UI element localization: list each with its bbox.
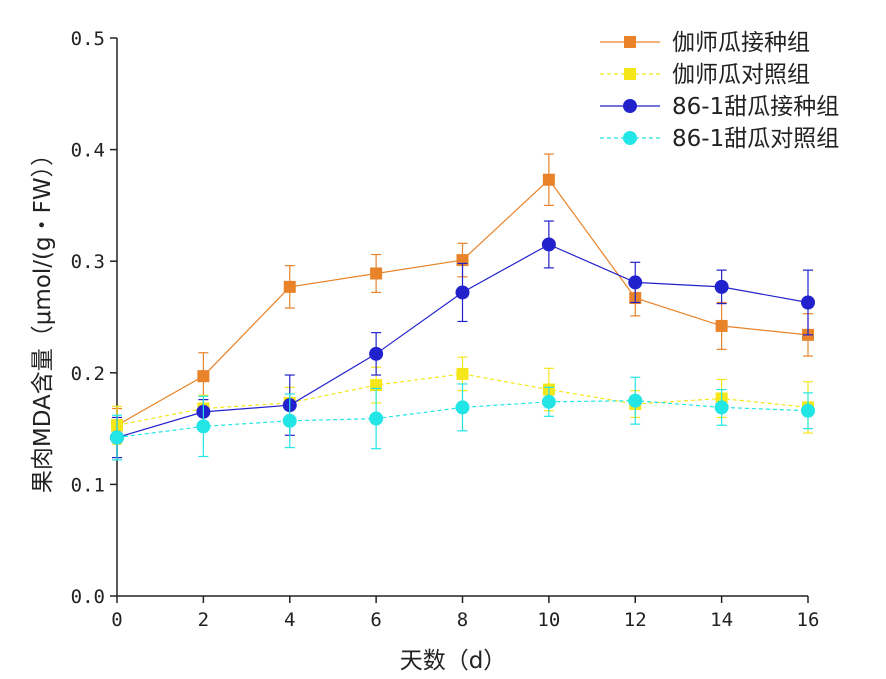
data-point [801, 295, 815, 310]
data-point [456, 367, 469, 380]
legend-marker [624, 36, 636, 48]
axes: 0 2 4 6 8 10 12 14 16 0.0 0.1 0.2 0.3 0.4 0.5 [71, 28, 820, 631]
data-point [283, 280, 296, 293]
legend-marker [624, 68, 636, 80]
data-point [455, 285, 470, 300]
data-point [455, 400, 470, 415]
y-tick-label: 0.3 [71, 251, 105, 273]
x-tick-label: 6 [370, 609, 381, 631]
data-point [542, 173, 555, 186]
legend-label: 伽师瓜对照组 [672, 62, 810, 88]
x-tick-label: 4 [284, 609, 295, 631]
data-point [110, 430, 124, 445]
x-tick-label: 14 [710, 609, 733, 631]
legend-label: 伽师瓜接种组 [672, 30, 810, 56]
y-tick-label: 0.0 [71, 586, 105, 608]
data-point [369, 346, 384, 361]
series-line [116, 373, 809, 426]
legend-item-2: 伽师瓜对照组 [600, 62, 810, 88]
data-point [456, 254, 469, 267]
data-point [541, 237, 556, 252]
legend-item-3: 86-1甜瓜接种组 [600, 94, 839, 120]
series-layer [110, 153, 815, 461]
x-tick-label: 16 [797, 609, 820, 631]
y-axis-title: 果肉MDA含量（μmol/(g・FW）） [30, 143, 56, 493]
x-tick-label: 10 [537, 609, 560, 631]
legend-label: 86-1甜瓜接种组 [672, 94, 839, 120]
series-4 [110, 376, 815, 461]
x-tick-label: 8 [457, 609, 468, 631]
data-point [714, 400, 729, 415]
x-tick-label: 0 [111, 609, 122, 631]
legend-item-4: 86-1甜瓜对照组 [600, 126, 839, 152]
data-point [369, 411, 384, 426]
y-tick-label: 0.5 [71, 28, 105, 50]
legend-marker [623, 131, 637, 145]
data-point [801, 403, 815, 418]
data-point [282, 413, 297, 428]
y-tick-label: 0.2 [71, 363, 105, 385]
legend-item-1: 伽师瓜接种组 [600, 30, 810, 56]
data-point [370, 267, 383, 280]
series-line [116, 400, 809, 439]
data-point [196, 419, 211, 434]
x-axis-title: 天数（d） [400, 648, 507, 674]
data-point [541, 394, 556, 409]
data-point [197, 370, 210, 383]
data-point [628, 275, 643, 290]
data-point [714, 279, 729, 294]
data-point [715, 319, 728, 332]
legend-marker [623, 99, 637, 113]
y-tick-label: 0.4 [71, 140, 105, 162]
y-tick-label: 0.1 [71, 474, 105, 496]
data-point [628, 393, 643, 408]
legend-label: 86-1甜瓜对照组 [672, 126, 839, 152]
x-tick-label: 12 [624, 609, 647, 631]
x-tick-label: 2 [198, 609, 209, 631]
